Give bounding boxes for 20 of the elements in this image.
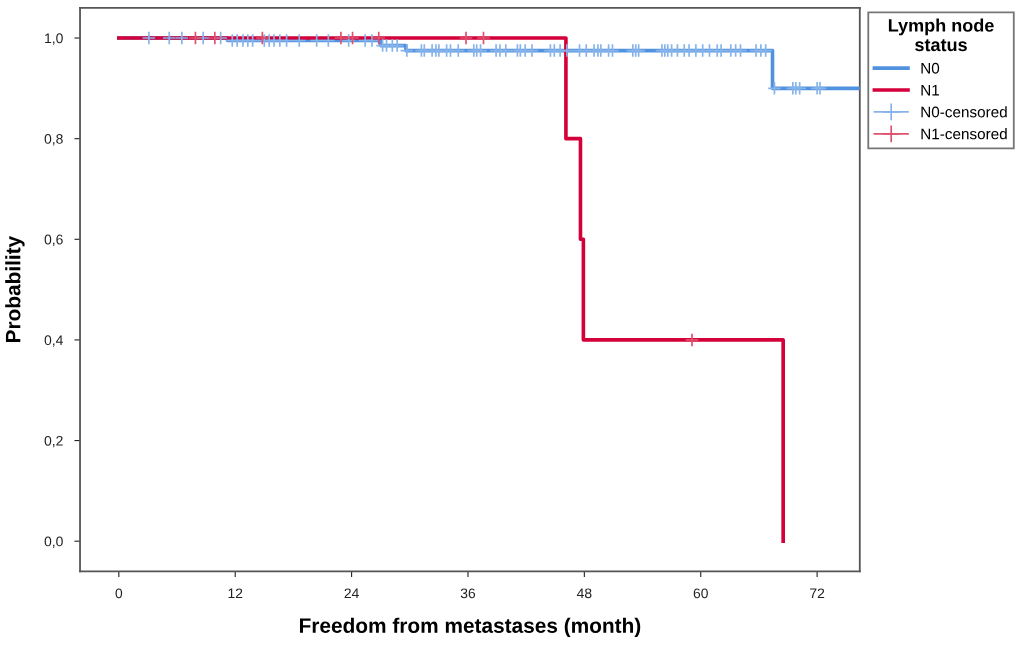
x-tick-label: 12: [228, 588, 243, 599]
y-axis-title: Probability: [5, 235, 25, 343]
y-tick-label: 0,6: [44, 234, 63, 247]
y-tick-label: 0,4: [44, 335, 63, 347]
y-tick-label: 1,0: [45, 33, 63, 45]
x-tick-label: 24: [344, 588, 359, 599]
y-tick-label: 0,0: [44, 536, 63, 548]
y-tick-label: 0,8: [44, 133, 63, 146]
y-tick-label: 0,2: [44, 435, 63, 448]
x-tick-label: 72: [810, 588, 825, 599]
x-tick-label: 0: [115, 588, 123, 599]
legend-label: N0-censored: [921, 106, 1007, 118]
x-tick-label: 36: [460, 588, 476, 599]
legend-title: Lymph node status: [888, 18, 994, 52]
x-tick-label: 48: [576, 588, 592, 599]
legend-label: N1-censored: [921, 128, 1007, 140]
x-tick-label: 60: [693, 588, 708, 599]
legend-label: N1: [921, 84, 939, 96]
x-axis-title: Freedom from metastases (month): [299, 617, 641, 638]
legend-label: N0: [921, 62, 940, 74]
